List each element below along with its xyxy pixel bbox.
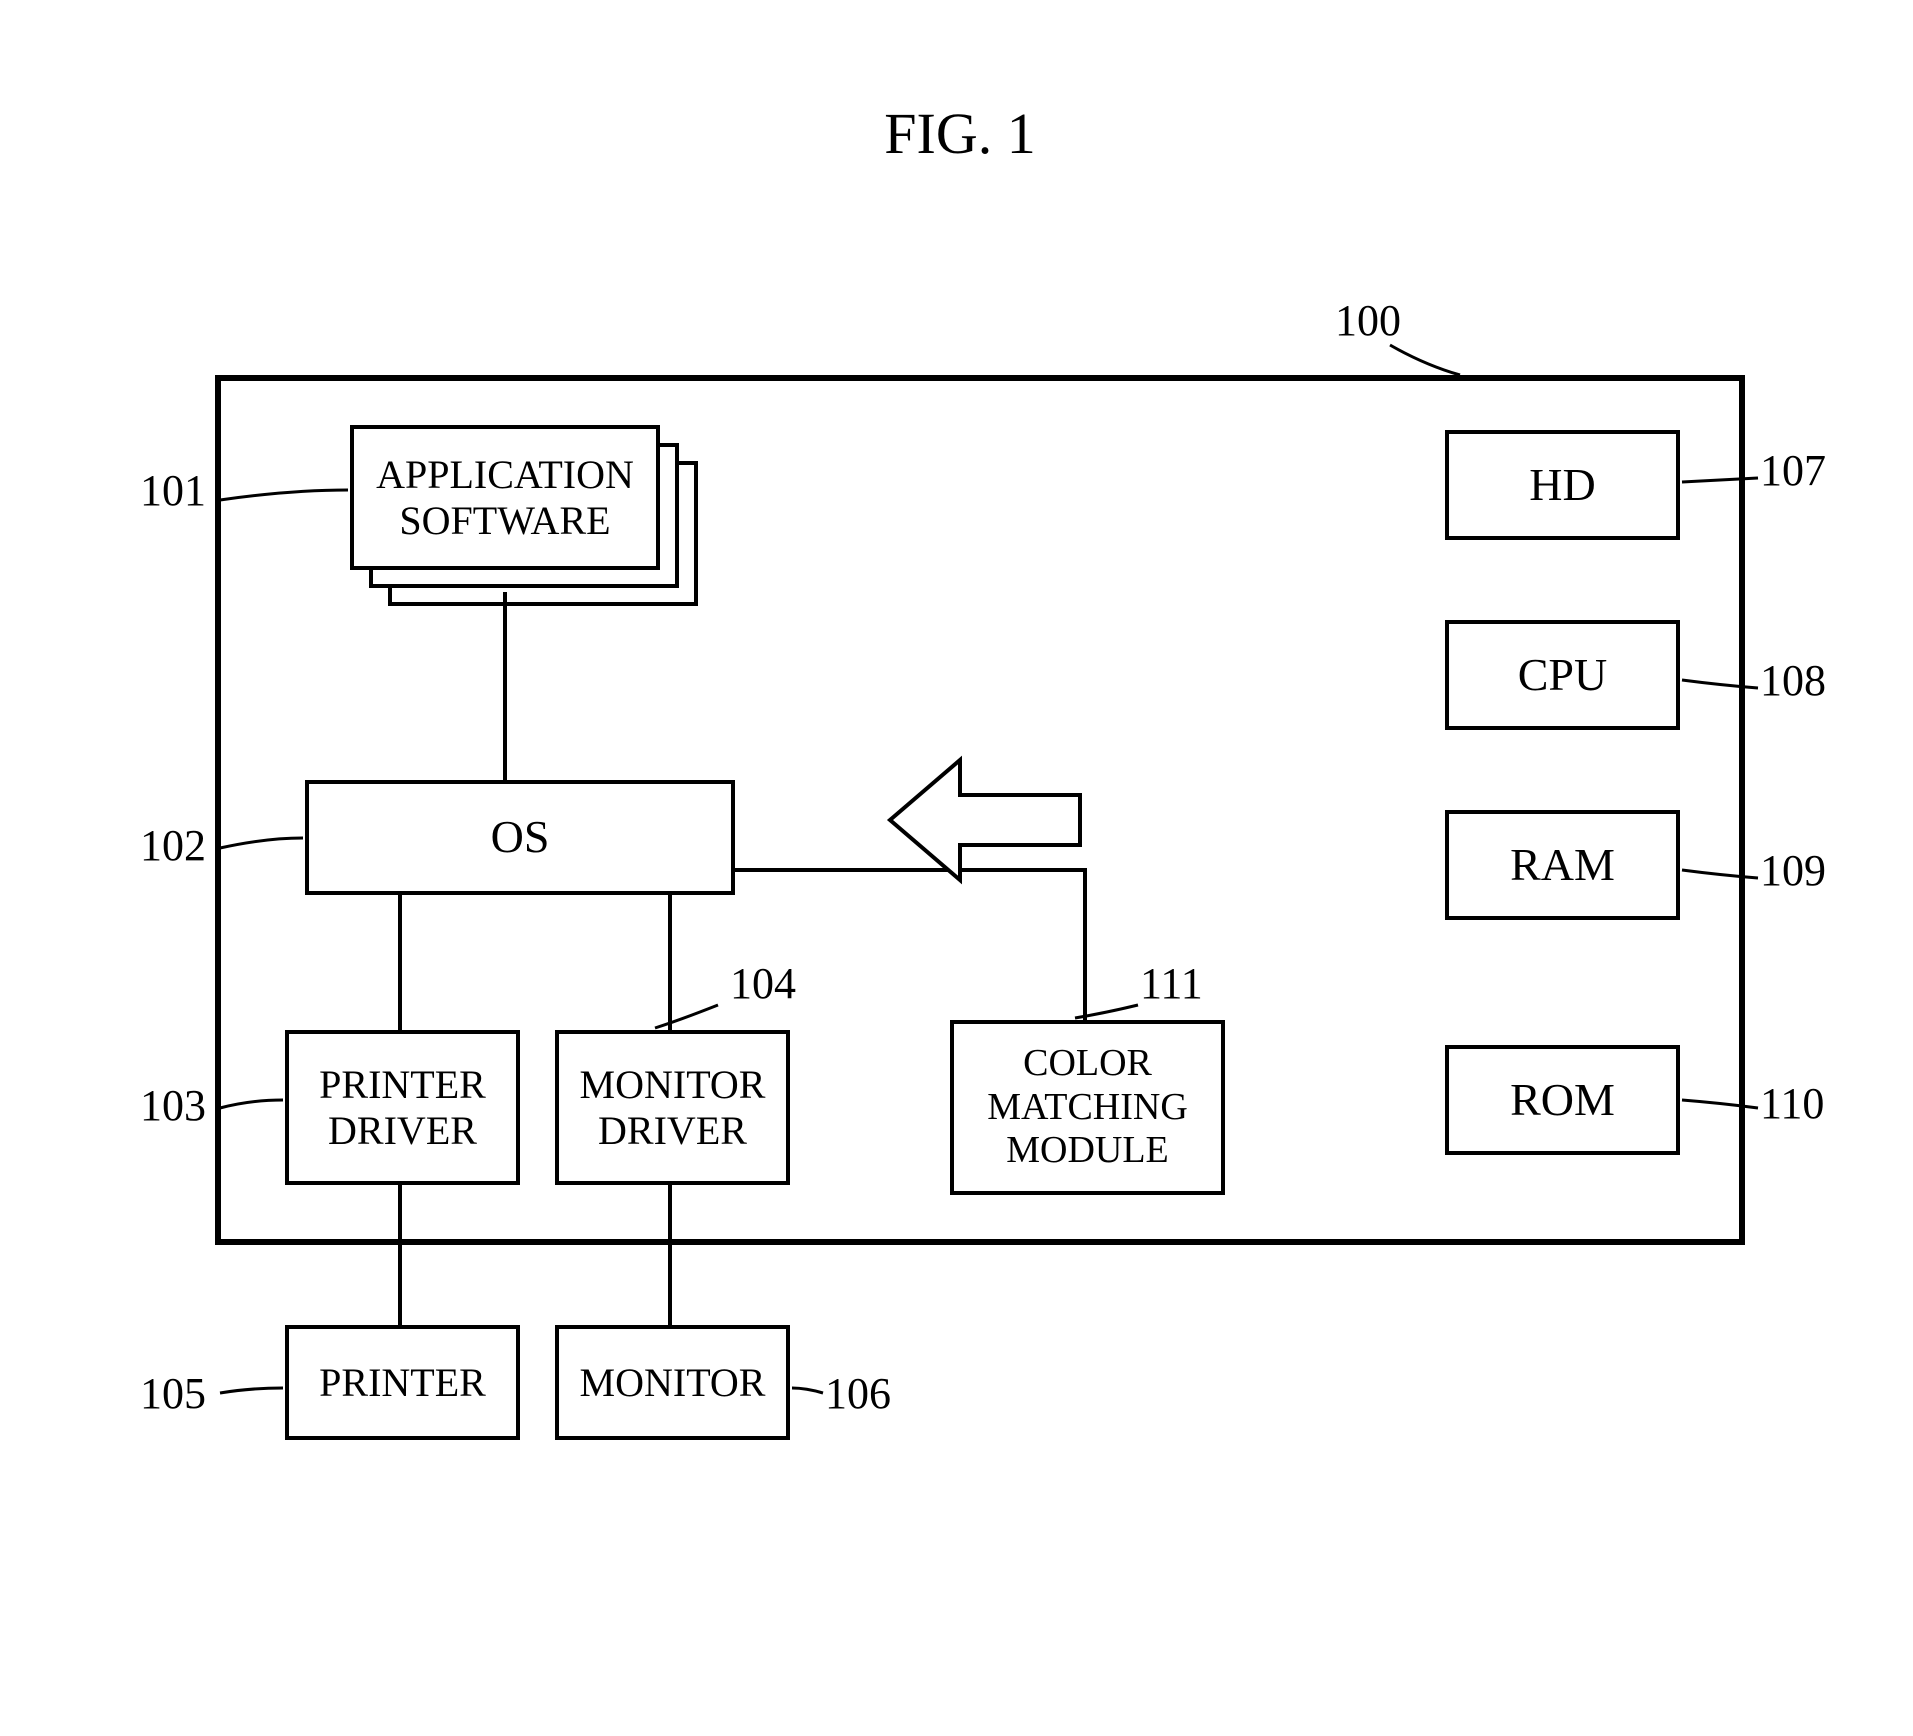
diagram-stage: FIG. 1 APPLICATIONSOFTWARE OS PRINTERDRI… — [0, 0, 1913, 1736]
node-monitor-driver: MONITORDRIVER — [555, 1030, 790, 1185]
ref-102: 102 — [140, 820, 206, 871]
ref-111: 111 — [1140, 958, 1203, 1009]
node-label: MONITOR — [580, 1360, 766, 1406]
node-application-software: APPLICATIONSOFTWARE — [350, 425, 660, 570]
ref-107: 107 — [1760, 445, 1826, 496]
node-label: COLORMATCHINGMODULE — [987, 1042, 1188, 1173]
figure-title: FIG. 1 — [760, 100, 1160, 167]
node-color-matching-module: COLORMATCHINGMODULE — [950, 1020, 1225, 1195]
node-ram: RAM — [1445, 810, 1680, 920]
node-label: CPU — [1518, 649, 1607, 702]
ref-109: 109 — [1760, 845, 1826, 896]
node-cpu: CPU — [1445, 620, 1680, 730]
node-label: PRINTERDRIVER — [319, 1062, 486, 1154]
ref-108: 108 — [1760, 655, 1826, 706]
ref-100: 100 — [1335, 295, 1401, 346]
ref-105: 105 — [140, 1368, 206, 1419]
ref-110: 110 — [1760, 1078, 1824, 1129]
node-printer-driver: PRINTERDRIVER — [285, 1030, 520, 1185]
ref-103: 103 — [140, 1080, 206, 1131]
node-label: OS — [491, 811, 550, 864]
node-label: PRINTER — [319, 1360, 486, 1406]
node-label: HD — [1529, 459, 1595, 512]
node-rom: ROM — [1445, 1045, 1680, 1155]
node-hd: HD — [1445, 430, 1680, 540]
node-printer: PRINTER — [285, 1325, 520, 1440]
node-monitor: MONITOR — [555, 1325, 790, 1440]
node-label: ROM — [1510, 1074, 1615, 1127]
ref-106: 106 — [825, 1368, 891, 1419]
node-label: APPLICATIONSOFTWARE — [376, 452, 634, 544]
ref-104: 104 — [730, 958, 796, 1009]
ref-101: 101 — [140, 465, 206, 516]
node-os: OS — [305, 780, 735, 895]
node-label: RAM — [1510, 839, 1615, 892]
node-label: MONITORDRIVER — [580, 1062, 766, 1154]
